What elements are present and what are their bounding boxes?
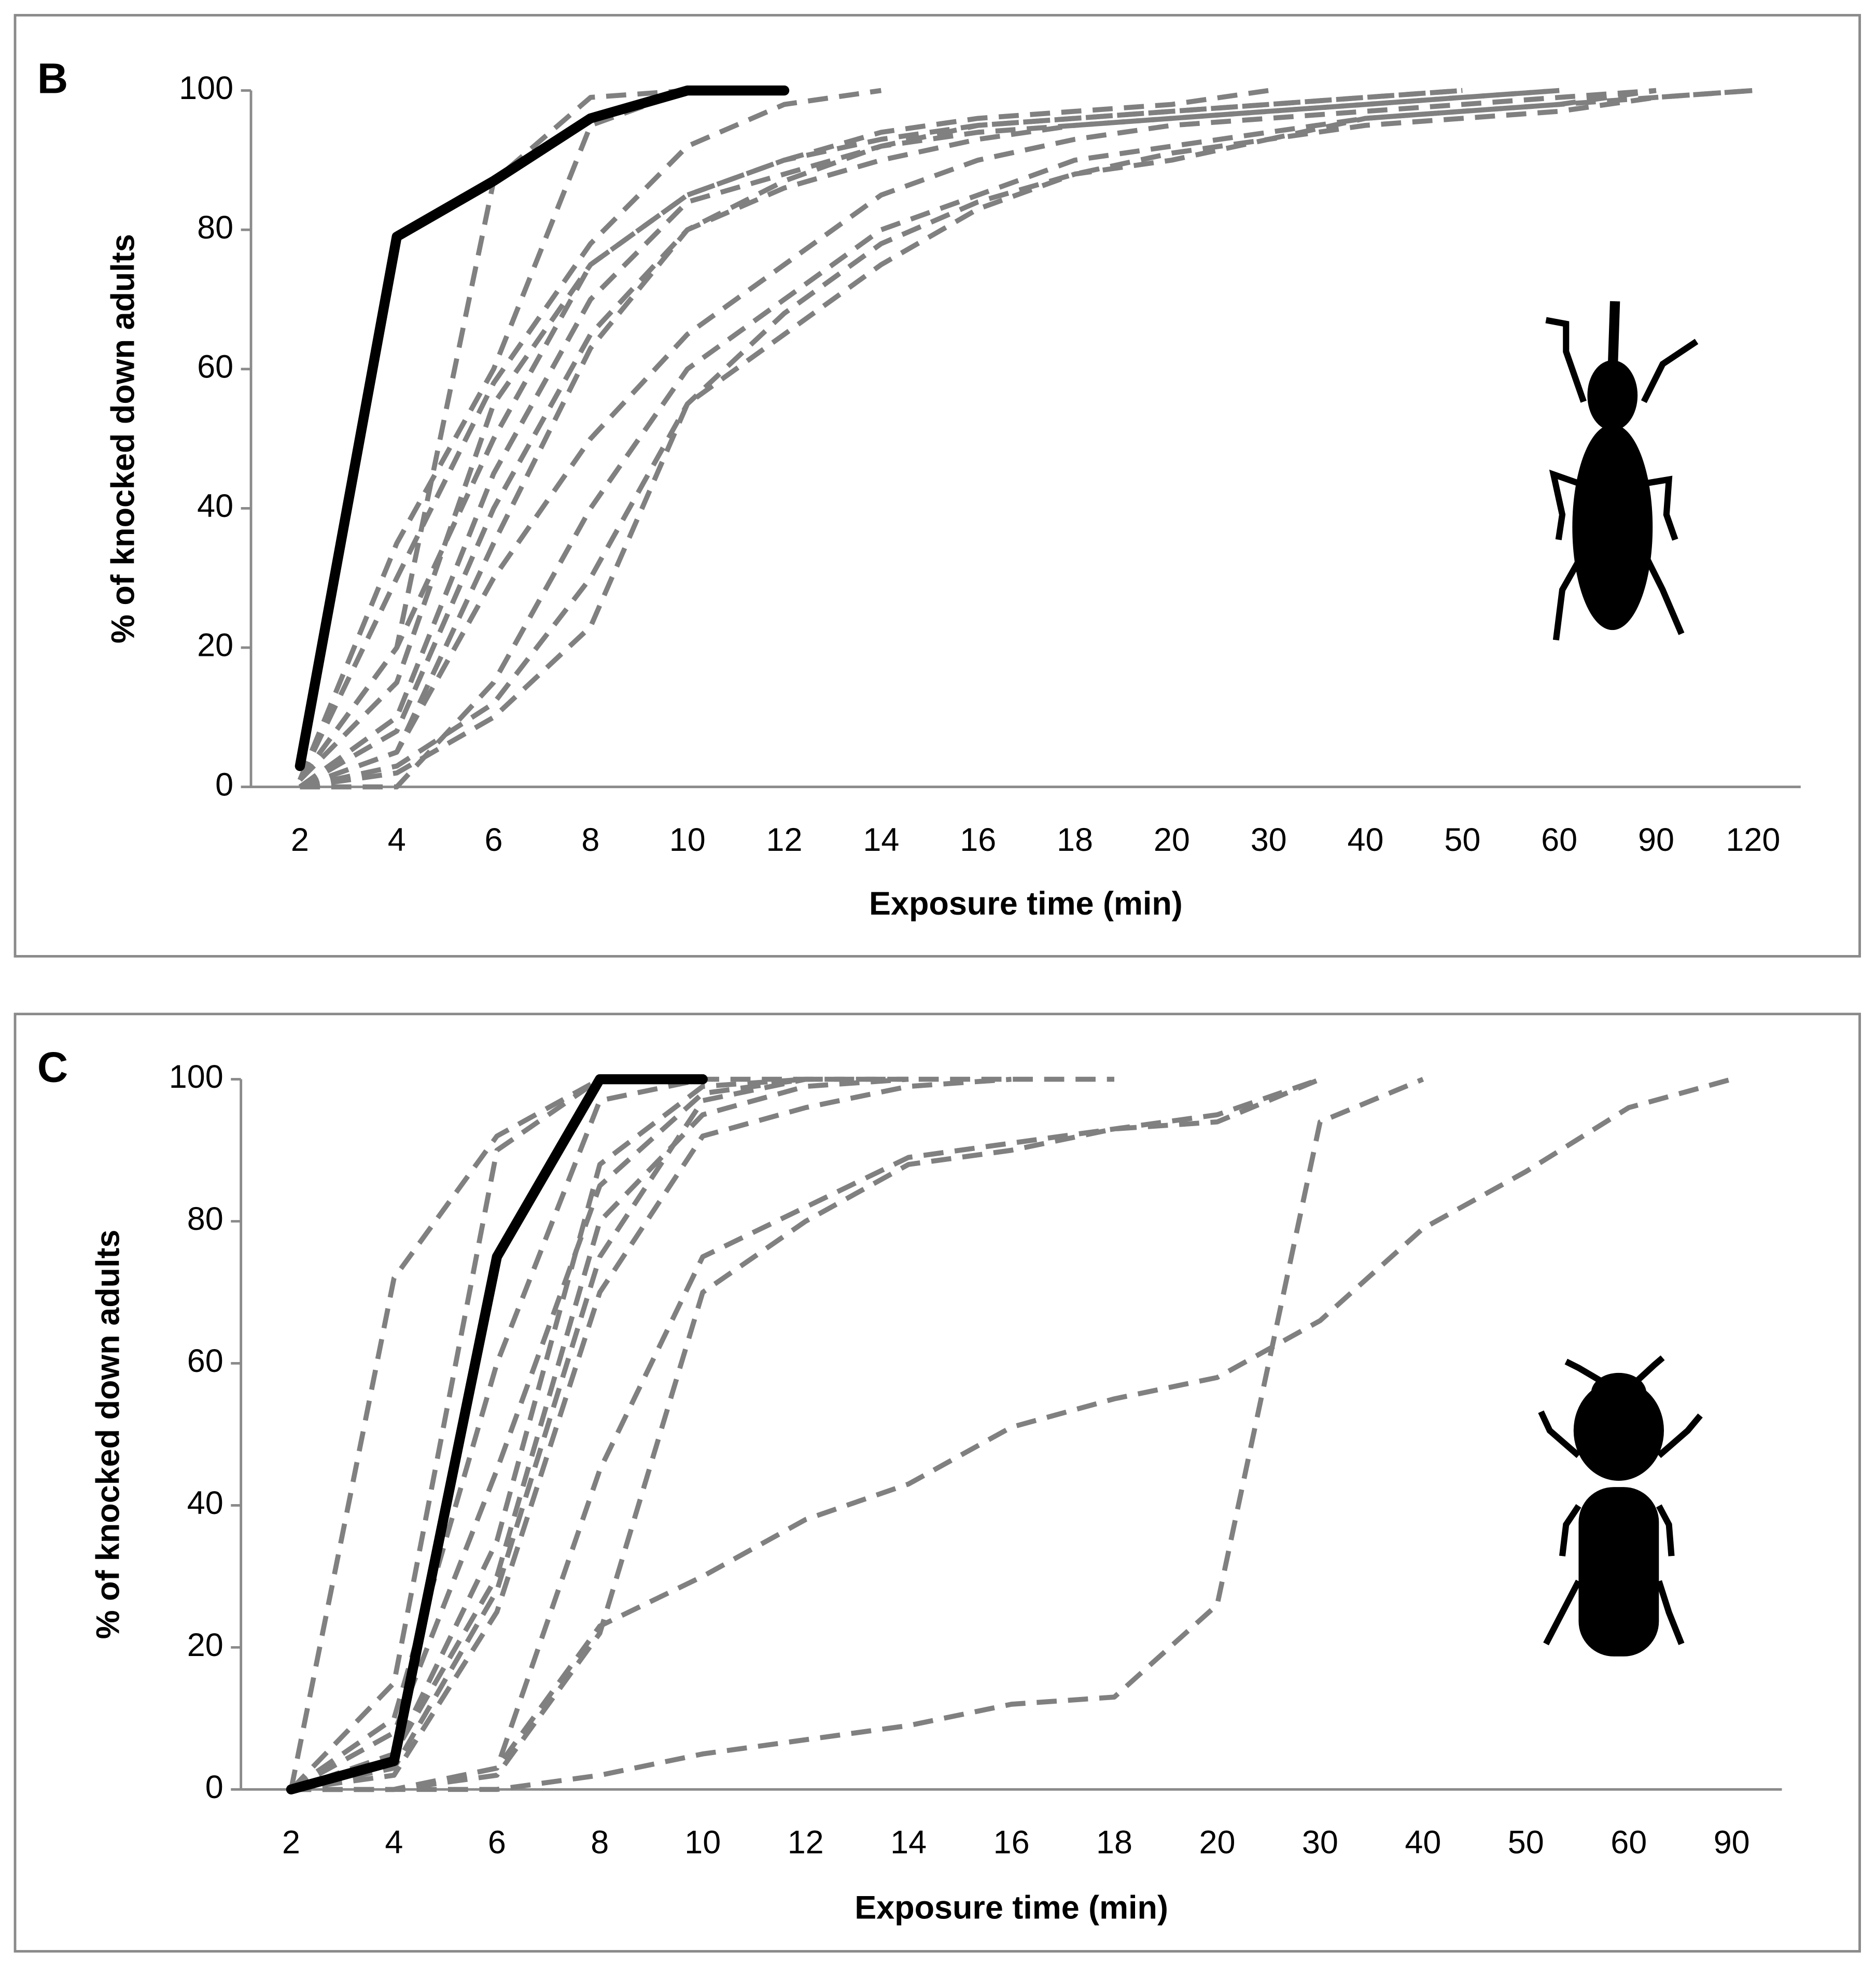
dashed-line xyxy=(300,88,1657,790)
x-tick-label: 30 xyxy=(1251,822,1287,858)
x-axis-title: Exposure time (min) xyxy=(869,886,1183,922)
dashed-line xyxy=(298,88,1560,789)
y-tick-label: 20 xyxy=(187,1627,223,1663)
y-tick-label: 0 xyxy=(205,1769,223,1805)
x-tick-label: 16 xyxy=(993,1824,1030,1860)
x-tick-label: 4 xyxy=(385,1824,403,1860)
x-tick-label: 12 xyxy=(766,822,803,858)
x-tick-label: 2 xyxy=(282,1824,300,1860)
dashed-line xyxy=(291,1077,1424,1792)
x-tick-label: 10 xyxy=(684,1824,721,1860)
dashed-line xyxy=(291,1076,1732,1792)
reference-line xyxy=(295,85,790,771)
x-tick-label: 30 xyxy=(1302,1824,1338,1860)
x-tick-label: 14 xyxy=(863,822,899,858)
x-tick-label: 6 xyxy=(485,822,503,858)
panel-label: B xyxy=(37,55,68,102)
x-tick-label: 40 xyxy=(1405,1824,1441,1860)
dashed-line xyxy=(290,1076,806,1792)
dashed-line xyxy=(298,88,1463,782)
dashed-line xyxy=(299,88,1754,790)
y-tick-label: 80 xyxy=(187,1201,223,1237)
dashed-line xyxy=(291,1077,1321,1792)
x-tick-label: 20 xyxy=(1199,1824,1235,1860)
y-tick-label: 40 xyxy=(187,1485,223,1521)
y-tick-label: 60 xyxy=(197,348,233,385)
x-tick-label: 50 xyxy=(1444,822,1480,858)
x-tick-label: 90 xyxy=(1638,822,1674,858)
x-tick-label: 20 xyxy=(1154,822,1190,858)
dashed-line xyxy=(299,88,1463,790)
reference-line xyxy=(286,1074,708,1794)
x-tick-label: 8 xyxy=(591,1824,609,1860)
x-tick-label: 90 xyxy=(1714,1824,1750,1860)
x-tick-label: 14 xyxy=(890,1824,927,1860)
x-tick-label: 60 xyxy=(1611,1824,1647,1860)
x-tick-label: 16 xyxy=(960,822,996,858)
x-axis-title: Exposure time (min) xyxy=(855,1889,1168,1926)
dashed-line xyxy=(290,1076,1012,1792)
dashed-line xyxy=(298,88,882,781)
x-tick-label: 6 xyxy=(488,1824,506,1860)
x-tick-label: 18 xyxy=(1096,1824,1132,1860)
x-tick-label: 4 xyxy=(388,822,406,858)
dashed-line xyxy=(299,88,1754,790)
x-tick-label: 18 xyxy=(1057,822,1093,858)
dashed-line xyxy=(290,1076,806,1792)
x-tick-label: 10 xyxy=(669,822,706,858)
dashed-line xyxy=(299,88,1657,790)
y-tick-label: 80 xyxy=(197,209,233,246)
y-tick-label: 60 xyxy=(187,1343,223,1379)
panel-frame xyxy=(13,13,1861,958)
y-tick-label: 0 xyxy=(215,766,233,803)
x-tick-label: 40 xyxy=(1348,822,1384,858)
beetle-icon xyxy=(1538,1355,1703,1657)
y-axis-title: % of knocked down adults xyxy=(90,1229,127,1639)
x-tick-label: 8 xyxy=(581,822,599,858)
dashed-line xyxy=(298,88,1560,789)
weevil-icon xyxy=(1545,301,1699,641)
x-tick-label: 50 xyxy=(1508,1824,1544,1860)
x-tick-label: 12 xyxy=(788,1824,824,1860)
y-tick-label: 20 xyxy=(197,627,233,664)
panel-frame xyxy=(13,1013,1861,1953)
panel-label: C xyxy=(37,1044,68,1091)
y-tick-label: 100 xyxy=(169,1059,223,1095)
y-axis-title: % of knocked down adults xyxy=(105,234,142,643)
x-tick-label: 120 xyxy=(1726,822,1780,858)
x-tick-label: 2 xyxy=(291,822,309,858)
y-tick-label: 100 xyxy=(179,70,233,106)
y-tick-label: 40 xyxy=(197,488,233,524)
x-tick-label: 60 xyxy=(1541,822,1577,858)
